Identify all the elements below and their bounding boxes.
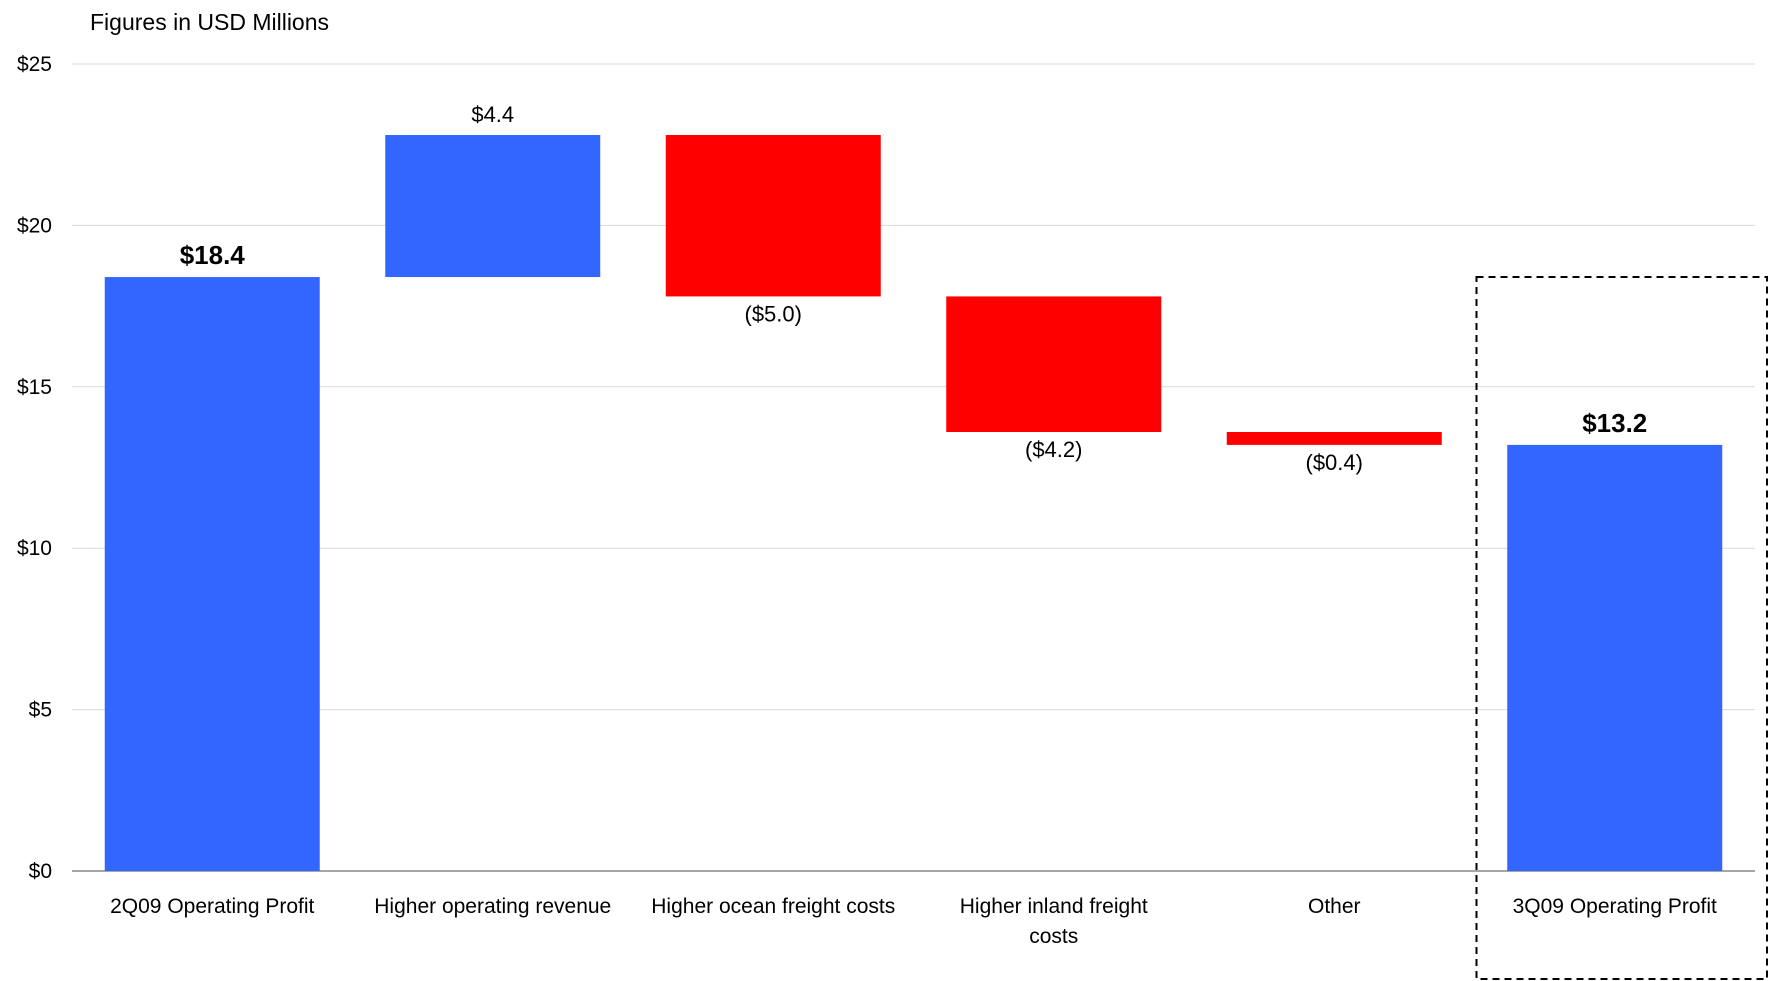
data-label: ($0.4) xyxy=(1306,450,1363,475)
y-tick-label: $25 xyxy=(17,53,52,76)
category-label: Other xyxy=(1308,895,1361,918)
bar xyxy=(385,135,601,278)
y-tick-label: $5 xyxy=(29,699,52,722)
category-label: Higher ocean freight costs xyxy=(651,895,895,918)
bar xyxy=(104,277,320,872)
bar xyxy=(1226,431,1442,445)
data-label: ($4.2) xyxy=(1025,437,1082,462)
data-labels: $18.4 $4.4 ($5.0) ($4.2) ($0.4) $13.2 xyxy=(180,102,1648,475)
data-label: $4.4 xyxy=(471,102,514,127)
highlight-box xyxy=(1475,276,1768,980)
y-tick-label: $15 xyxy=(17,376,52,399)
y-tick-label: $20 xyxy=(17,214,52,237)
data-label: $18.4 xyxy=(180,240,246,270)
category-label: Higher inland freight costs xyxy=(960,895,1148,948)
gridlines xyxy=(72,63,1755,872)
bar xyxy=(665,135,881,297)
category-label: 2Q09 Operating Profit xyxy=(110,895,314,918)
category-label: 3Q09 Operating Profit xyxy=(1513,895,1717,918)
chart-subtitle: Figures in USD Millions xyxy=(90,9,329,35)
bar xyxy=(946,296,1162,432)
data-label: ($5.0) xyxy=(745,301,802,326)
y-tick-label: $10 xyxy=(17,537,52,560)
bars xyxy=(104,135,1723,872)
y-tick-label: $0 xyxy=(29,860,52,883)
category-axis: 2Q09 Operating Profit Higher operating re… xyxy=(110,895,1717,948)
bar xyxy=(1507,444,1723,871)
y-axis: $0 $5 $10 $15 $20 $25 xyxy=(17,53,52,883)
data-label: $13.2 xyxy=(1582,408,1647,438)
category-label: Higher operating revenue xyxy=(374,895,611,918)
